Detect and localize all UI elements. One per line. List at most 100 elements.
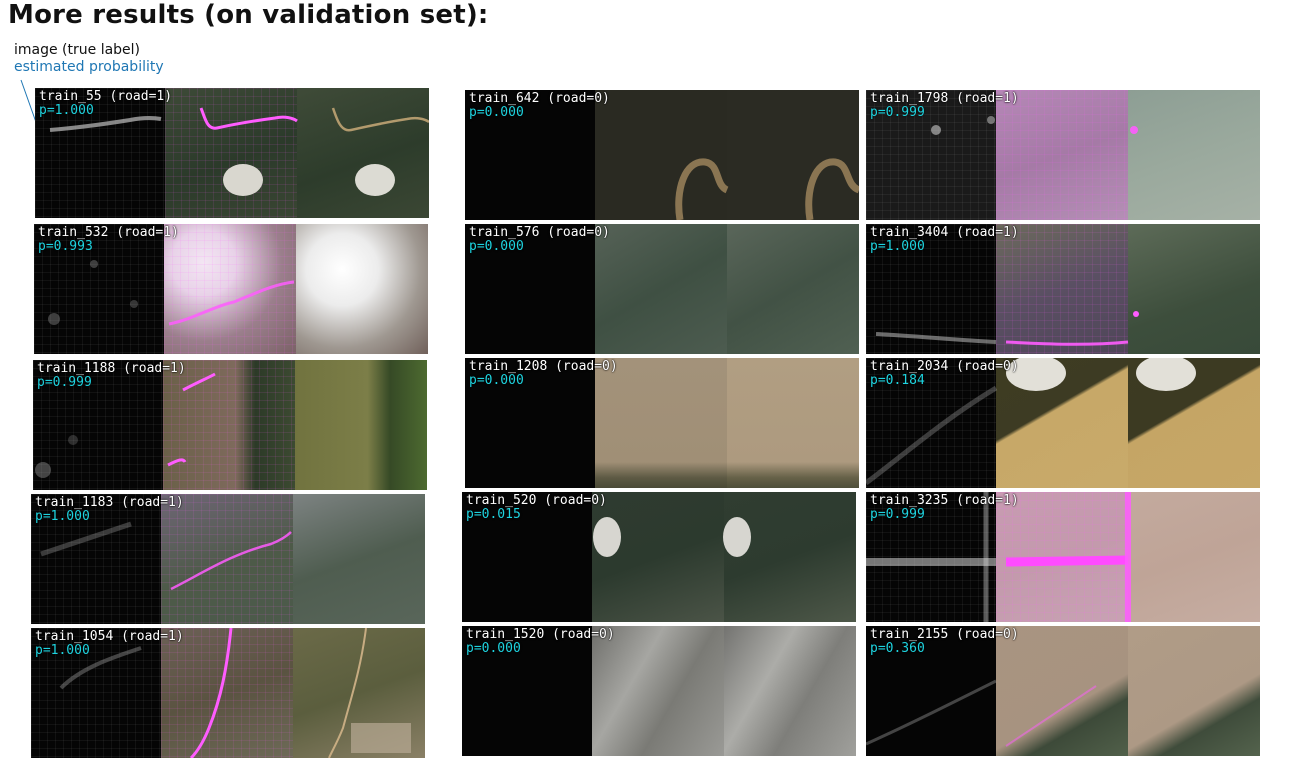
result-tile: train_3235 (road=1) p=0.999 [866,492,1260,622]
tile-marks [875,311,1139,346]
result-tile: train_2155 (road=0) p=0.360 [866,626,1260,756]
result-tile: train_1183 (road=1) p=1.000 [31,494,425,624]
result-tile: train_576 (road=0) p=0.000 [465,224,859,354]
satellite-panel [296,224,428,354]
result-tile: train_1798 (road=1) p=0.999 [866,90,1260,220]
tile-label: train_1183 (road=1) [35,495,184,510]
tile-label: train_55 (road=1) [39,89,173,104]
tile-label: train_1798 (road=1) [870,91,1019,106]
tile-probability: p=0.993 [38,239,93,254]
heatmap-panel [35,88,165,218]
satellite-panel [1128,626,1260,756]
satellite-panel [1128,224,1260,354]
heatmap-panel [866,626,996,756]
tile-marks [931,116,1138,135]
result-tile: train_1208 (road=0) p=0.000 [465,358,859,488]
tile-marks [866,358,1196,485]
satellite-panel [724,492,856,622]
result-tile: train_1520 (road=0) p=0.000 [462,626,856,756]
result-tile: train_1054 (road=1) p=1.000 [31,628,425,758]
heatmap-panel [866,224,996,354]
heatmap-panel [465,90,595,220]
tile-marks [59,628,411,758]
overlay-panel [595,224,727,354]
satellite-panel [727,90,859,220]
satellite-panel [295,360,427,490]
overlay-panel [592,626,724,756]
result-tile: train_520 (road=0) p=0.015 [462,492,856,622]
heatmap-panel [866,492,996,622]
satellite-panel [1128,492,1260,622]
overlay-panel [592,492,724,622]
overlay-panel [996,224,1128,354]
tile-label: train_520 (road=0) [466,493,607,508]
result-tile: train_642 (road=0) p=0.000 [465,90,859,220]
heatmap-panel [33,360,163,490]
tile-marks [40,521,292,591]
tile-label: train_1208 (road=0) [469,359,618,374]
tile-marks [593,517,751,557]
result-tile: train_3404 (road=1) p=1.000 [866,224,1260,354]
heatmap-panel [465,358,595,488]
page-title: More results (on validation set): [8,0,489,30]
satellite-panel [297,88,429,218]
tile-label: train_532 (road=1) [38,225,179,240]
overlay-panel [163,360,295,490]
tile-label: train_2034 (road=0) [870,359,1019,374]
tile-label: train_1520 (road=0) [466,627,615,642]
tile-probability: p=1.000 [35,643,90,658]
tile-label: train_3404 (road=1) [870,225,1019,240]
heatmap-panel [31,494,161,624]
heatmap-panel [31,628,161,758]
tile-probability: p=0.999 [37,375,92,390]
tile-probability: p=0.000 [469,373,524,388]
tile-label: train_642 (road=0) [469,91,610,106]
tile-probability: p=0.000 [469,239,524,254]
tile-probability: p=0.000 [466,641,521,656]
overlay-panel [165,88,297,218]
tile-probability: p=0.999 [870,105,925,120]
heatmap-panel [34,224,164,354]
tile-probability: p=1.000 [870,239,925,254]
satellite-panel [727,224,859,354]
result-tile: train_2034 (road=0) p=0.184 [866,358,1260,488]
overlay-panel [996,626,1128,756]
tile-label: train_2155 (road=0) [870,627,1019,642]
tile-marks [675,158,859,220]
tile-label: train_1054 (road=1) [35,629,184,644]
overlay-panel [595,358,727,488]
tile-probability: p=0.360 [870,641,925,656]
result-tile: train_532 (road=1) p=0.993 [34,224,428,354]
tile-probability: p=1.000 [39,103,94,118]
heatmap-panel [866,90,996,220]
tile-probability: p=1.000 [35,509,90,524]
legend-image-label: image (true label) [14,42,141,58]
tile-marks [48,260,295,326]
legend: image (true label) estimated probability [14,42,164,76]
tile-probability: p=0.999 [870,507,925,522]
tile-probability: p=0.184 [870,373,925,388]
legend-probability-label: estimated probability [14,59,164,75]
satellite-panel [727,358,859,488]
tile-marks [866,679,1097,747]
overlay-panel [164,224,296,354]
result-tile: train_55 (road=1) p=1.000 [35,88,429,218]
result-tile: train_1188 (road=1) p=0.999 [33,360,427,490]
heatmap-panel [462,492,592,622]
tile-probability: p=0.000 [469,105,524,120]
heatmap-panel [866,358,996,488]
tile-marks [49,107,429,196]
heatmap-panel [465,224,595,354]
tile-probability: p=0.015 [466,507,521,522]
tile-marks [35,372,216,478]
satellite-panel [724,626,856,756]
tile-label: train_576 (road=0) [469,225,610,240]
overlay-panel [595,90,727,220]
tile-label: train_3235 (road=1) [870,493,1019,508]
tile-marks [866,492,1131,622]
satellite-panel [293,494,425,624]
satellite-panel [1128,90,1260,220]
tile-label: train_1188 (road=1) [37,361,186,376]
heatmap-panel [462,626,592,756]
overlay-panel [996,90,1128,220]
